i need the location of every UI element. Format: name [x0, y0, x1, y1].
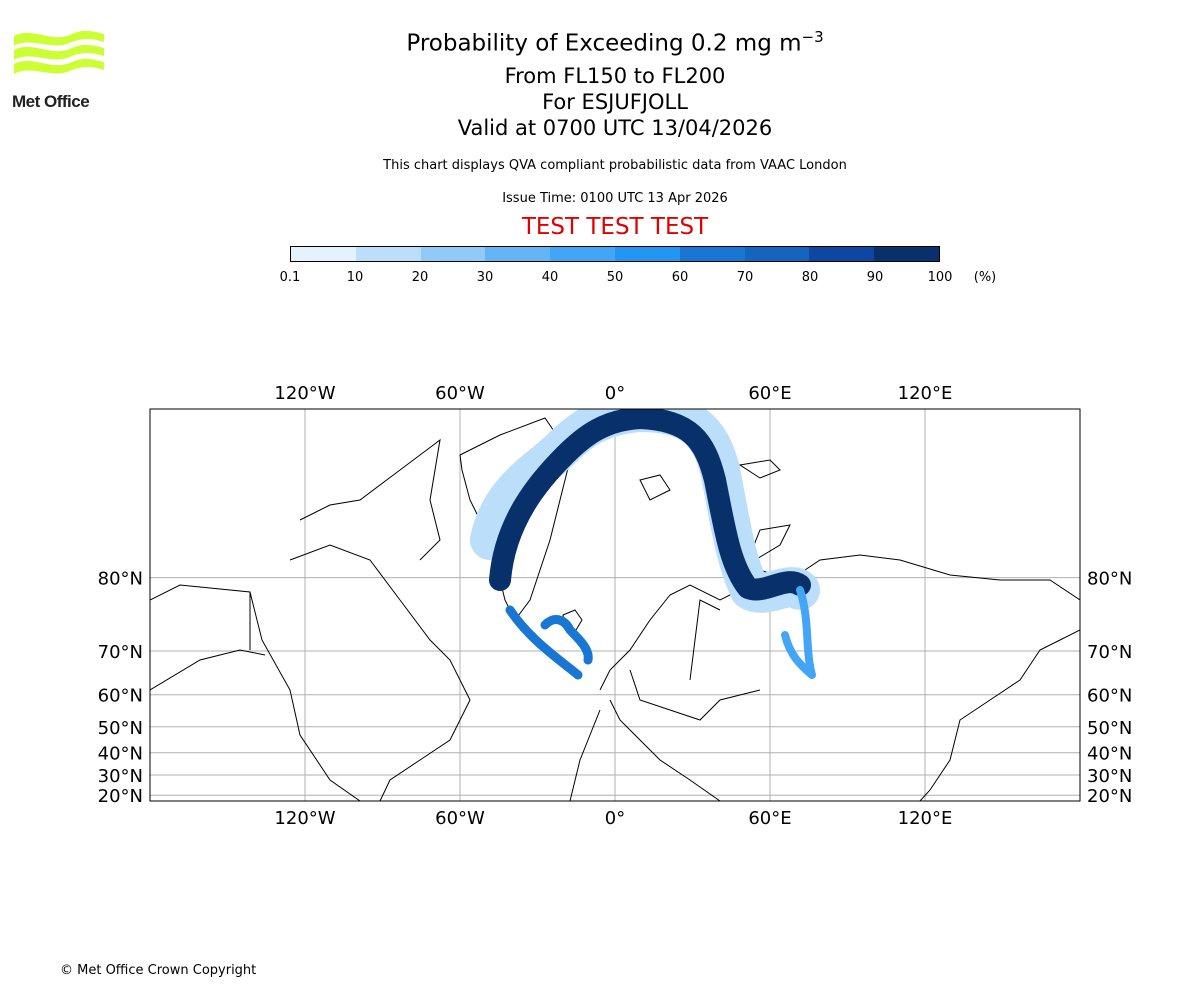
- lon-label-top: 60°E: [748, 383, 791, 404]
- flight-level: From FL150 to FL200: [504, 64, 726, 88]
- plume-high: [489, 409, 811, 601]
- gridlines: [150, 409, 1080, 801]
- lat-label-right: 50°N: [1087, 718, 1132, 739]
- lat-label-right: 60°N: [1087, 686, 1132, 707]
- lon-label-top: 60°W: [435, 383, 485, 404]
- colorbar-tick-label: 90: [866, 270, 884, 285]
- lon-label-bottom: 60°E: [748, 808, 791, 829]
- title-text: Probability of Exceeding 0.2 mg m: [406, 30, 802, 57]
- axis-labels: 120°W 120°W 60°W 60°W 0° 0° 60°E 60°E 120°E 120°E…: [98, 383, 1133, 829]
- colorbar-unit: (%): [973, 270, 997, 285]
- lon-label-bottom: 120°W: [274, 808, 335, 829]
- colorbar-tick-label: 100: [927, 270, 953, 285]
- title-superscript: −3: [801, 28, 824, 46]
- colorbar-tick-label: 50: [606, 270, 624, 285]
- lat-label-left: 20°N: [98, 786, 143, 807]
- lat-label-left: 50°N: [98, 718, 143, 739]
- logo-text: Met Office: [12, 92, 90, 111]
- lat-label-left: 70°N: [98, 642, 143, 663]
- volcano-name: For ESJUFJOLL: [542, 90, 688, 114]
- chart-title: Probability of Exceeding 0.2 mg m−3: [0, 28, 1200, 57]
- lon-label-bottom: 60°W: [435, 808, 485, 829]
- test-banner: TEST TEST TEST: [521, 214, 709, 240]
- lat-label-left: 60°N: [98, 686, 143, 707]
- subtitle: This chart displays QVA compliant probab…: [383, 158, 847, 173]
- eurasia-coast: [569, 554, 1080, 801]
- colorbar-bin-7: [744, 247, 810, 261]
- colorbar-bin-9: [874, 247, 939, 261]
- plume-siberia: [781, 586, 816, 679]
- map-frame: [149, 408, 1081, 802]
- met-office-logo: Met Office: [12, 28, 112, 112]
- lon-label-top: 120°E: [898, 383, 953, 404]
- copyright: © Met Office Crown Copyright: [60, 963, 257, 978]
- colorbar-tick-label: 80: [801, 270, 819, 285]
- ash-probability-field: [470, 409, 820, 680]
- lat-label-right: 70°N: [1087, 642, 1132, 663]
- colorbar-tick-label: 70: [736, 270, 754, 285]
- lat-label-left: 40°N: [98, 744, 143, 765]
- colorbar-tick-label: 60: [671, 270, 689, 285]
- lat-label-right: 80°N: [1087, 569, 1132, 590]
- colorbar-bin-8: [809, 247, 875, 261]
- colorbar-tick-label: 20: [411, 270, 429, 285]
- plume-iceland: [505, 605, 593, 680]
- valid-time: Valid at 0700 UTC 13/04/2026: [457, 116, 773, 140]
- colorbar-bin-4: [550, 247, 615, 261]
- colorbar-tick-label: 0.1: [279, 270, 301, 285]
- colorbar-bin-6: [679, 247, 745, 261]
- lat-label-left: 80°N: [98, 569, 143, 590]
- colorbar-tick-label: 30: [476, 270, 494, 285]
- waves-logo-icon: [14, 30, 104, 74]
- lat-label-right: 30°N: [1087, 766, 1132, 787]
- lon-label-top: 0°: [605, 383, 625, 404]
- lat-label-right: 40°N: [1087, 744, 1132, 765]
- lon-label-bottom: 0°: [605, 808, 625, 829]
- colorbar-tick-label: 40: [541, 270, 559, 285]
- lon-label-top: 120°W: [274, 383, 335, 404]
- colorbar: [290, 246, 940, 262]
- lat-label-left: 30°N: [98, 766, 143, 787]
- lon-label-bottom: 120°E: [898, 808, 953, 829]
- issue-time: Issue Time: 0100 UTC 13 Apr 2026: [502, 191, 728, 206]
- colorbar-bin-3: [485, 247, 551, 261]
- colorbar-tick-label: 10: [346, 270, 364, 285]
- colorbar-bin-2: [420, 247, 486, 261]
- lat-label-right: 20°N: [1087, 786, 1132, 807]
- colorbar-bin-1: [355, 247, 421, 261]
- north-america-coast: [150, 438, 471, 801]
- colorbar-bin-5: [614, 247, 680, 261]
- colorbar-bin-0: [291, 247, 356, 261]
